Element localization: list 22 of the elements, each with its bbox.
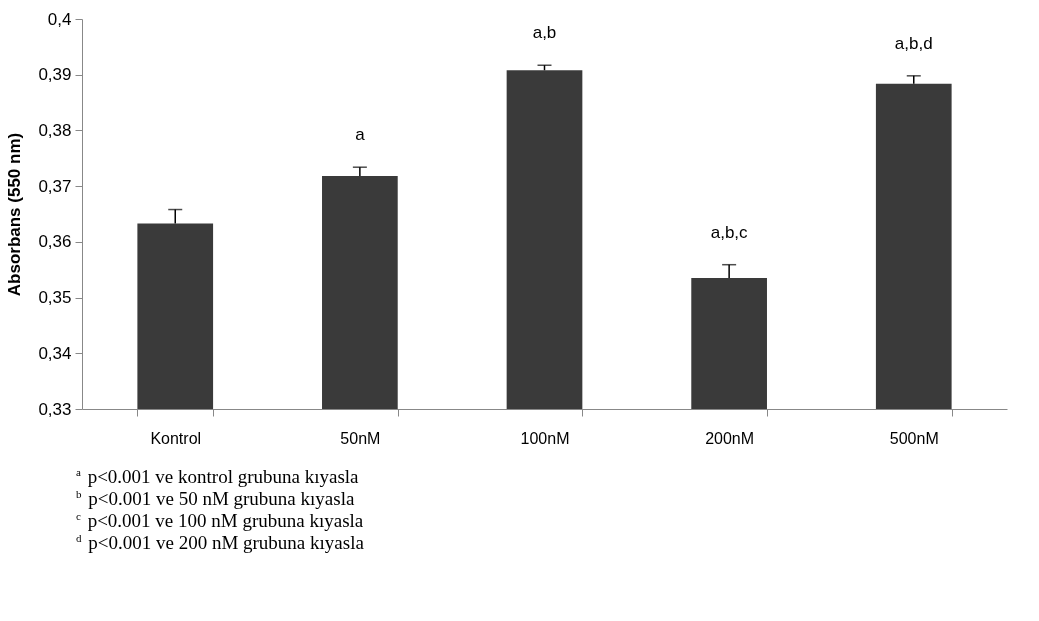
annotation: a,b	[532, 23, 557, 43]
y-tick-label: 0,39	[38, 65, 72, 85]
x-tick-label: 50nM	[340, 429, 381, 447]
text: $^{a}$ p<0.001 ve kontrol grubuna kıyasla	[76, 466, 360, 488]
y-axis-title: Absorbans (550 nm)	[5, 132, 25, 297]
annotation: a,b,c	[710, 222, 749, 242]
text: $^{c}$ p<0.001 ve 100 nM grubuna kıyasla	[76, 510, 364, 532]
annotation: a	[355, 125, 366, 145]
text: $^{b}$ p<0.001 ve 50 nM grubuna kıyasla	[76, 488, 356, 510]
y-tick-label: 0,35	[38, 288, 72, 308]
x-tick-label: 500nM	[889, 429, 939, 447]
y-tick-label: 0,34	[38, 343, 72, 363]
text: $^{d}$ p<0.001 ve 200 nM grubuna kıyasla	[76, 532, 364, 554]
x-tick-label: Kontrol	[150, 429, 202, 447]
y-tick-label: 0,38	[38, 120, 72, 140]
y-tick-label: 0,37	[38, 176, 72, 196]
y-tick-label: 0,36	[38, 232, 72, 252]
x-tick-label: 100nM	[520, 429, 570, 447]
y-tick-label: 0,4	[47, 9, 72, 29]
annotation: a,b,d	[894, 33, 933, 53]
x-tick-label: 200nM	[705, 429, 755, 447]
y-tick-label: 0,33	[38, 399, 72, 419]
